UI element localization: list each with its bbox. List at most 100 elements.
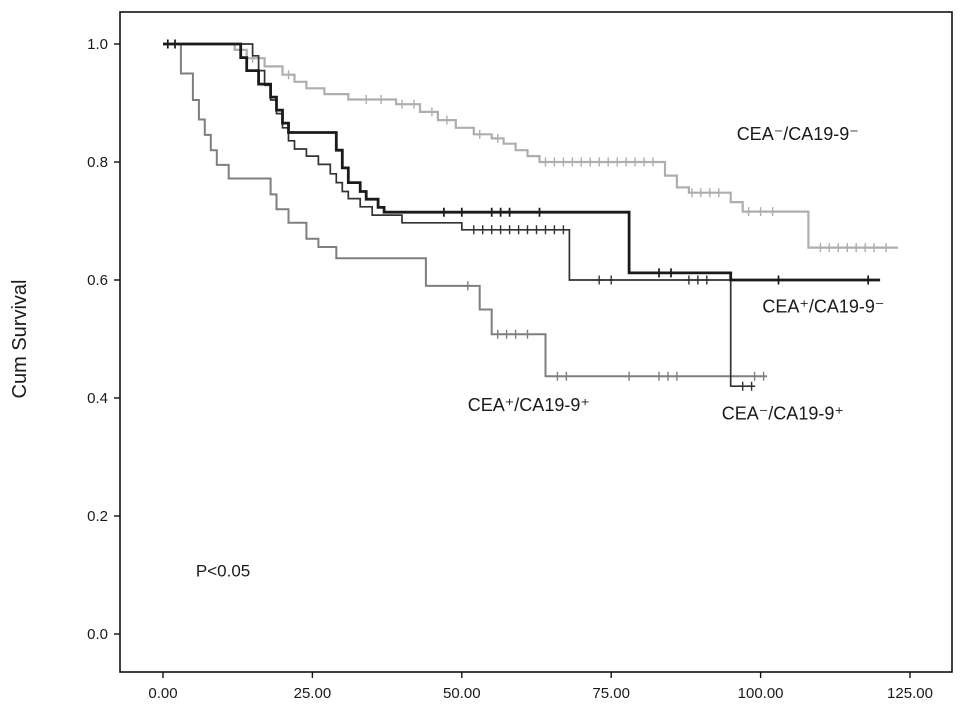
- censor-mark: [164, 39, 172, 49]
- censor-mark: [673, 371, 681, 381]
- censor-mark: [523, 225, 532, 235]
- censor-mark: [568, 157, 576, 167]
- label-cea-pos-ca19-neg: CEA⁺/CA19-9⁻: [762, 296, 884, 316]
- label-cea-pos-ca19-pos: CEA⁺/CA19-9⁺: [468, 395, 590, 415]
- censor-mark: [440, 207, 448, 217]
- censor-mark: [506, 225, 514, 235]
- censor-mark: [506, 207, 514, 217]
- censor-mark: [748, 381, 756, 391]
- x-tick-label: 50.00: [443, 685, 481, 702]
- censor-mark: [503, 329, 511, 339]
- censor-mark: [625, 371, 633, 381]
- survival-series-1: [163, 42, 898, 253]
- censor-mark: [870, 243, 878, 253]
- censor-mark: [861, 243, 869, 253]
- censor-mark: [631, 157, 639, 167]
- censor-mark: [515, 225, 523, 235]
- x-tick-label: 75.00: [592, 685, 630, 702]
- censor-mark: [494, 329, 502, 339]
- y-tick-label: 0.6: [87, 272, 108, 289]
- censor-mark: [667, 268, 675, 278]
- censor-mark: [685, 275, 693, 285]
- censor-mark: [825, 243, 833, 253]
- survival-curve: [163, 42, 881, 282]
- survival-series-4: [163, 39, 881, 285]
- censor-mark: [613, 157, 621, 167]
- censor-mark: [479, 225, 487, 235]
- censor-mark: [739, 381, 747, 391]
- survival-curve: [163, 42, 898, 249]
- censor-mark: [512, 329, 520, 339]
- censor-mark: [523, 329, 532, 339]
- censor-mark: [751, 371, 759, 381]
- censor-mark: [694, 275, 702, 285]
- censor-mark: [607, 275, 615, 285]
- censor-mark: [649, 157, 657, 167]
- censor-mark: [559, 225, 567, 235]
- censor-mark: [550, 157, 558, 167]
- censor-mark: [757, 207, 765, 217]
- censor-mark: [706, 188, 714, 198]
- censor-mark: [541, 157, 550, 167]
- censor-mark: [541, 225, 550, 235]
- censor-mark: [362, 95, 370, 104]
- censor-mark: [494, 133, 502, 143]
- censor-mark: [428, 107, 436, 117]
- censor-mark: [464, 281, 472, 291]
- censor-mark: [769, 207, 777, 217]
- censor-mark: [532, 225, 541, 235]
- censor-mark: [715, 188, 723, 198]
- censor-mark: [774, 275, 783, 285]
- x-tick-label: 100.00: [738, 685, 784, 702]
- censor-mark: [553, 371, 561, 381]
- survival-curve: [163, 43, 767, 378]
- censor-mark: [622, 157, 630, 167]
- y-tick-label: 0.0: [87, 626, 108, 643]
- censor-mark: [488, 207, 496, 217]
- censor-mark: [595, 157, 603, 167]
- y-tick-label: 0.2: [87, 508, 108, 525]
- censor-mark: [703, 275, 711, 285]
- censor-mark: [688, 188, 696, 198]
- label-cea-neg-ca19-neg: CEA⁻/CA19-9⁻: [737, 124, 859, 144]
- censor-mark: [882, 243, 890, 253]
- censor-mark: [562, 371, 570, 381]
- censor-mark: [497, 207, 505, 217]
- x-tick-label: 0.00: [148, 685, 177, 702]
- censor-mark: [377, 95, 385, 104]
- censor-mark: [497, 225, 505, 235]
- censor-mark: [398, 99, 406, 109]
- censor-mark: [171, 39, 179, 49]
- censor-mark: [816, 243, 824, 253]
- censor-mark: [458, 207, 466, 217]
- censor-mark: [640, 157, 648, 167]
- x-axis: 0.00 25.00 50.00 75.00 100.00 125.00: [148, 672, 933, 702]
- x-tick-label: 125.00: [887, 685, 933, 702]
- censor-mark: [852, 243, 860, 253]
- censor-mark: [577, 157, 585, 167]
- censor-mark: [760, 371, 768, 381]
- survival-series-3: [163, 43, 756, 391]
- censor-mark: [550, 225, 558, 235]
- label-cea-neg-ca19-pos: CEA⁻/CA19-9⁺: [722, 403, 844, 423]
- censor-mark: [470, 225, 478, 235]
- censor-mark: [604, 157, 612, 167]
- censor-mark: [586, 157, 594, 167]
- censor-mark: [864, 275, 872, 285]
- censor-mark: [664, 371, 672, 381]
- censor-mark: [834, 243, 842, 253]
- censor-mark: [410, 99, 418, 109]
- plot-border: [119, 11, 953, 673]
- censor-mark: [655, 371, 663, 381]
- x-tick-label: 25.00: [294, 685, 332, 702]
- censor-mark: [559, 157, 567, 167]
- censor-mark: [535, 207, 544, 217]
- y-tick-label: 0.4: [87, 390, 108, 407]
- y-tick-label: 1.0: [87, 36, 108, 53]
- y-tick-label: 0.8: [87, 154, 108, 171]
- p-value-label: P<0.05: [196, 561, 250, 580]
- censor-mark: [488, 225, 496, 235]
- survival-series-2: [163, 43, 768, 381]
